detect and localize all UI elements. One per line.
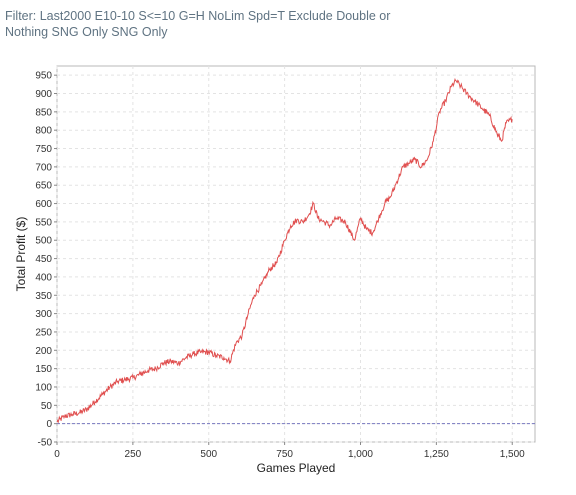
y-tick-label: 50 — [41, 401, 53, 412]
x-axis-title: Games Played — [257, 461, 336, 475]
y-tick-label: 400 — [35, 272, 52, 283]
y-axis-ticks: -50 0 50 100 150 200 250 300 350 400 450 500 550 600 6… — [35, 71, 57, 449]
y-tick-label: 650 — [35, 181, 52, 192]
filter-description: Filter: Last2000 E10-10 S<=10 G=H NoLim … — [5, 8, 425, 40]
y-tick-label: 0 — [46, 419, 52, 430]
x-tick-label: 0 — [54, 449, 60, 460]
x-tick-label: 1,250 — [424, 449, 449, 460]
x-tick-label: 750 — [276, 449, 293, 460]
filter-line-1: Filter: Last2000 E10-10 S<=10 G=H NoLim … — [5, 9, 391, 23]
profit-series-line — [56, 77, 513, 424]
y-tick-label: 500 — [35, 236, 52, 247]
y-tick-label: 750 — [35, 144, 52, 155]
x-tick-label: 500 — [200, 449, 217, 460]
x-tick-label: 1,500 — [500, 449, 525, 460]
y-axis-title: Total Profit ($) — [14, 217, 28, 292]
y-tick-label: 550 — [35, 217, 52, 228]
y-tick-label: 850 — [35, 107, 52, 118]
plot-area — [56, 65, 536, 443]
y-tick-label: -50 — [38, 438, 53, 449]
y-tick-label: 700 — [35, 162, 52, 173]
y-tick-label: 150 — [35, 364, 52, 375]
filter-line-2: Nothing SNG Only SNG Only — [5, 25, 168, 39]
y-tick-label: 450 — [35, 254, 52, 265]
y-tick-label: 100 — [35, 382, 52, 393]
gridlines — [56, 66, 535, 443]
y-tick-label: 950 — [35, 71, 52, 82]
x-tick-label: 250 — [125, 449, 142, 460]
y-tick-label: 900 — [35, 89, 52, 100]
y-tick-label: 600 — [35, 199, 52, 210]
y-tick-label: 800 — [35, 126, 52, 137]
y-tick-label: 300 — [35, 309, 52, 320]
x-tick-label: 1,000 — [348, 449, 373, 460]
x-axis-ticks: 0 250 500 750 1,000 1,250 1,500 — [54, 442, 525, 460]
y-tick-label: 250 — [35, 327, 52, 338]
y-tick-label: 350 — [35, 291, 52, 302]
y-tick-label: 200 — [35, 346, 52, 357]
